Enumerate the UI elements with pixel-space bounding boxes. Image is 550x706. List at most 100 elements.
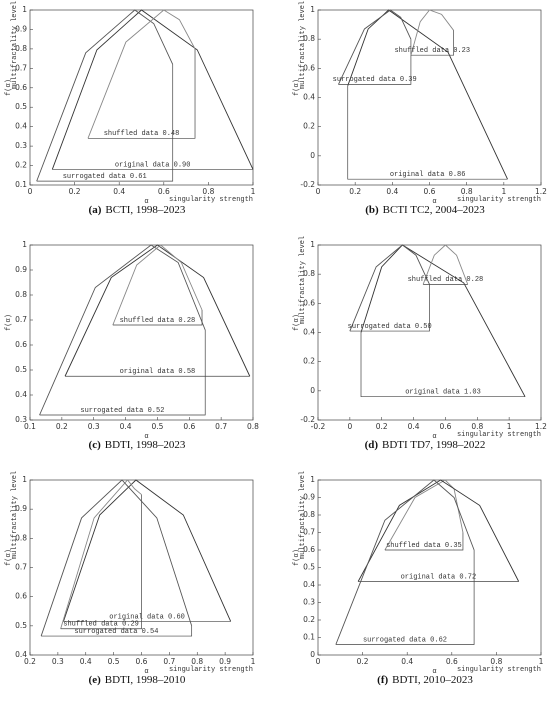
- panel: 0.2 0.3 0.4 0.5 0.6 0.7 0.8 0.9 1 0.4 0.5 0.6 0.7 0.8…: [5, 471, 256, 686]
- y-tick-label: 0.4: [15, 122, 27, 131]
- width-bracket: [87, 48, 196, 139]
- caption: (c) BDTI, 1998–2023: [89, 439, 186, 451]
- spectrum-line: [422, 244, 469, 285]
- x-tick-label: 0.2: [357, 657, 369, 666]
- x-tick-label: 1.2: [535, 187, 547, 196]
- x-tick-label: 1: [507, 422, 512, 431]
- x-tick-label: 0.8: [490, 657, 502, 666]
- y-tick-label: 0.4: [15, 390, 27, 399]
- width-bracket: [347, 85, 508, 180]
- x-tick-label: -0.2: [311, 422, 326, 431]
- x-axis-label: α: [144, 198, 148, 206]
- x-tick-label: 0.7: [163, 657, 175, 666]
- y-tick-label: 0.8: [303, 269, 315, 278]
- x-tick-label: 0: [347, 422, 352, 431]
- y-tick-label: -0.2: [300, 180, 315, 189]
- spectrum-line: [60, 479, 142, 629]
- x-tick-label: 0.3: [52, 657, 64, 666]
- x-tick-label: 0: [28, 187, 33, 196]
- y-axis-label-secondary: multifractality level: [11, 1, 19, 89]
- y-axis-label: f(α): [5, 314, 13, 331]
- x-tick-label: 0.2: [56, 422, 68, 431]
- spectrum-line: [410, 9, 455, 56]
- x-tick-label: 0.2: [349, 187, 361, 196]
- y-tick-label: 0.4: [303, 93, 315, 102]
- annotation: original data 0.60: [109, 613, 185, 621]
- x-tick-label: 0.4: [113, 187, 125, 196]
- x-tick-label: 0.6: [158, 187, 170, 196]
- y-tick-label: 0.7: [15, 63, 27, 72]
- x-tick-label: 0.8: [202, 187, 214, 196]
- y-tick-label: 0.6: [15, 340, 27, 349]
- plot-frame: [317, 479, 542, 656]
- caption: (f) BDTI, 2010–2023: [377, 674, 473, 686]
- y-tick-label: 0.9: [15, 504, 27, 513]
- y-tick-label: 0.6: [303, 298, 315, 307]
- x-tick-label: 0: [316, 657, 321, 666]
- x-axis-label: α: [432, 668, 436, 676]
- width-bracket: [360, 332, 526, 398]
- annotation: shuffled data 0.48: [104, 130, 180, 138]
- x-tick-label: 0.2: [69, 187, 81, 196]
- x-tick-label: 1: [251, 657, 256, 666]
- caption-label: (a): [89, 204, 102, 216]
- plot-frame: [29, 244, 254, 421]
- panel: 0 0.2 0.4 0.6 0.8 1 0.1 0.2 0.3 0.4 0.5 0.6 0.7 0.8 0.…: [5, 1, 256, 216]
- caption-text: BCTI TC2, 2004–2023: [383, 204, 486, 216]
- caption: (a) BCTI, 1998–2023: [89, 204, 186, 216]
- caption-text: BCTI, 1998–2023: [105, 204, 186, 216]
- y-tick-label: 0.5: [15, 102, 27, 111]
- y-tick-label: 0.6: [15, 83, 27, 92]
- x-axis-label-secondary: singularity strength: [457, 431, 541, 439]
- y-tick-label: 0.2: [15, 161, 27, 170]
- x-axis-label-secondary: singularity strength: [169, 196, 253, 204]
- y-tick-label: 0.4: [303, 328, 315, 337]
- y-tick-label: 0.7: [15, 315, 27, 324]
- spectrum-line: [384, 479, 464, 551]
- annotation: surrogated data 0.39: [333, 76, 417, 84]
- y-tick-label: 0.7: [303, 528, 315, 537]
- x-tick-label: 0.6: [439, 422, 451, 431]
- annotation: original data 0.72: [401, 573, 477, 581]
- x-tick-label: 0.8: [471, 422, 483, 431]
- y-axis-label: f(α): [293, 79, 301, 96]
- annotation: surrogated data 0.50: [348, 323, 432, 331]
- y-tick-label: 0.6: [15, 592, 27, 601]
- panel: 0 0.2 0.4 0.6 0.8 1 1.2-0.200.20.40.60.81f(α)m…: [293, 1, 547, 216]
- x-tick-label: 1.2: [535, 422, 547, 431]
- y-tick-label: 1: [310, 475, 315, 484]
- spectrum-line: [63, 479, 232, 622]
- y-axis-label: f(α): [293, 314, 301, 331]
- y-tick-label: 0.8: [15, 533, 27, 542]
- spectrum-line: [335, 479, 475, 645]
- y-axis-label-secondary: multifractality level: [299, 1, 307, 89]
- y-tick-label: 0.6: [303, 545, 315, 554]
- y-tick-label: 0.5: [15, 621, 27, 630]
- y-tick-label: 0.4: [15, 650, 27, 659]
- y-axis-label-secondary: multifractality level: [11, 471, 19, 559]
- x-tick-label: 0.7: [215, 422, 227, 431]
- y-tick-label: -0.2: [300, 415, 315, 424]
- y-tick-label: 0.5: [303, 563, 315, 572]
- annotation: original data 0.90: [115, 161, 191, 169]
- annotation: surrogated data 0.62: [363, 636, 447, 644]
- caption-label: (e): [89, 674, 102, 686]
- x-tick-label: 0.4: [120, 422, 132, 431]
- x-tick-label: 0.3: [88, 422, 100, 431]
- spectrum-line: [112, 244, 203, 326]
- x-tick-label: 0.4: [408, 422, 420, 431]
- spectrum-line: [357, 479, 520, 582]
- plot-frame: [317, 9, 542, 186]
- y-tick-label: 0.2: [303, 122, 315, 131]
- x-tick-label: 0.6: [136, 657, 148, 666]
- y-tick-label: 0.1: [15, 180, 27, 189]
- caption-label: (b): [365, 204, 379, 216]
- x-tick-label: 0.4: [386, 187, 398, 196]
- annotation: surrogated data 0.54: [74, 628, 158, 636]
- spectrum-line: [36, 9, 174, 182]
- y-tick-label: 0.2: [303, 357, 315, 366]
- y-axis-label-secondary: multifractality level: [299, 471, 307, 559]
- annotation: surrogated data 0.61: [63, 173, 147, 181]
- y-tick-label: 0.1: [303, 633, 315, 642]
- y-tick-label: 0.9: [15, 24, 27, 33]
